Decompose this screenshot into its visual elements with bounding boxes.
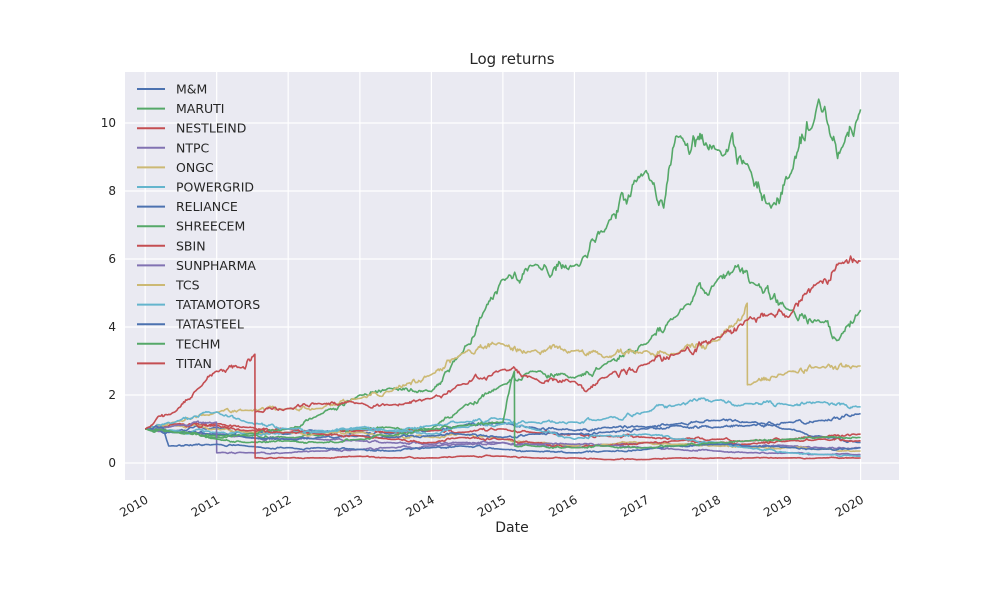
legend-label: TATAMOTORS bbox=[175, 297, 260, 312]
legend: M&M MARUTI NESTLEIND NTPC ONGC POWERGRID RELIA… bbox=[137, 82, 260, 371]
legend-label: TCS bbox=[175, 278, 200, 293]
x-tick-labels: 2010 2011 2012 2013 2014 2015 2016 2017 2018 2019… bbox=[117, 492, 866, 519]
legend-label: SBIN bbox=[176, 238, 206, 253]
legend-label: NESTLEIND bbox=[176, 121, 246, 136]
x-tick-label: 2012 bbox=[260, 492, 293, 519]
x-tick-label: 2010 bbox=[117, 492, 150, 519]
series-line-sunpharma bbox=[145, 420, 861, 456]
x-tick-label: 2019 bbox=[761, 492, 794, 519]
series-line-maruti bbox=[145, 264, 862, 439]
plot-background bbox=[125, 72, 899, 480]
legend-label: POWERGRID bbox=[176, 180, 254, 195]
y-tick-label: 2 bbox=[108, 388, 116, 402]
legend-label: TECHM bbox=[175, 336, 220, 351]
legend-label: SUNPHARMA bbox=[176, 258, 256, 273]
series-line-sbin bbox=[145, 422, 861, 449]
x-tick-label: 2017 bbox=[618, 492, 651, 519]
y-tick-label: 4 bbox=[108, 320, 116, 334]
x-tick-label: 2018 bbox=[690, 492, 723, 519]
series-layer bbox=[144, 98, 862, 461]
x-tick-label: 2011 bbox=[189, 492, 222, 519]
chart-title: Log returns bbox=[469, 50, 554, 68]
series-line-tatasteel bbox=[144, 425, 861, 454]
series-line-reliance bbox=[145, 412, 861, 442]
series-line-techm bbox=[145, 370, 861, 449]
legend-label: MARUTI bbox=[176, 101, 225, 116]
legend-label: NTPC bbox=[176, 140, 210, 155]
y-tick-label: 10 bbox=[101, 116, 116, 130]
legend-label: M&M bbox=[176, 82, 207, 97]
x-tick-label: 2013 bbox=[332, 492, 365, 519]
series-line-titan bbox=[144, 353, 861, 461]
y-tick-label: 8 bbox=[108, 184, 116, 198]
series-line-powergrid bbox=[145, 397, 861, 436]
y-tick-labels: 0 2 4 6 8 10 bbox=[101, 116, 116, 470]
x-axis-title: Date bbox=[495, 520, 528, 536]
y-tick-label: 6 bbox=[108, 252, 116, 266]
legend-label: RELIANCE bbox=[176, 199, 238, 214]
grid-layer bbox=[125, 72, 899, 480]
legend-label: ONGC bbox=[176, 160, 214, 175]
series-line-extra bbox=[254, 255, 861, 414]
x-tick-label: 2020 bbox=[833, 492, 866, 519]
x-tick-label: 2016 bbox=[546, 492, 579, 519]
legend-label: TITAN bbox=[175, 356, 212, 371]
legend-label: TATASTEEL bbox=[175, 317, 244, 332]
x-tick-label: 2015 bbox=[475, 492, 508, 519]
legend-label: SHREECEM bbox=[176, 219, 245, 234]
y-tick-label: 0 bbox=[108, 456, 116, 470]
x-tick-label: 2014 bbox=[403, 492, 436, 519]
